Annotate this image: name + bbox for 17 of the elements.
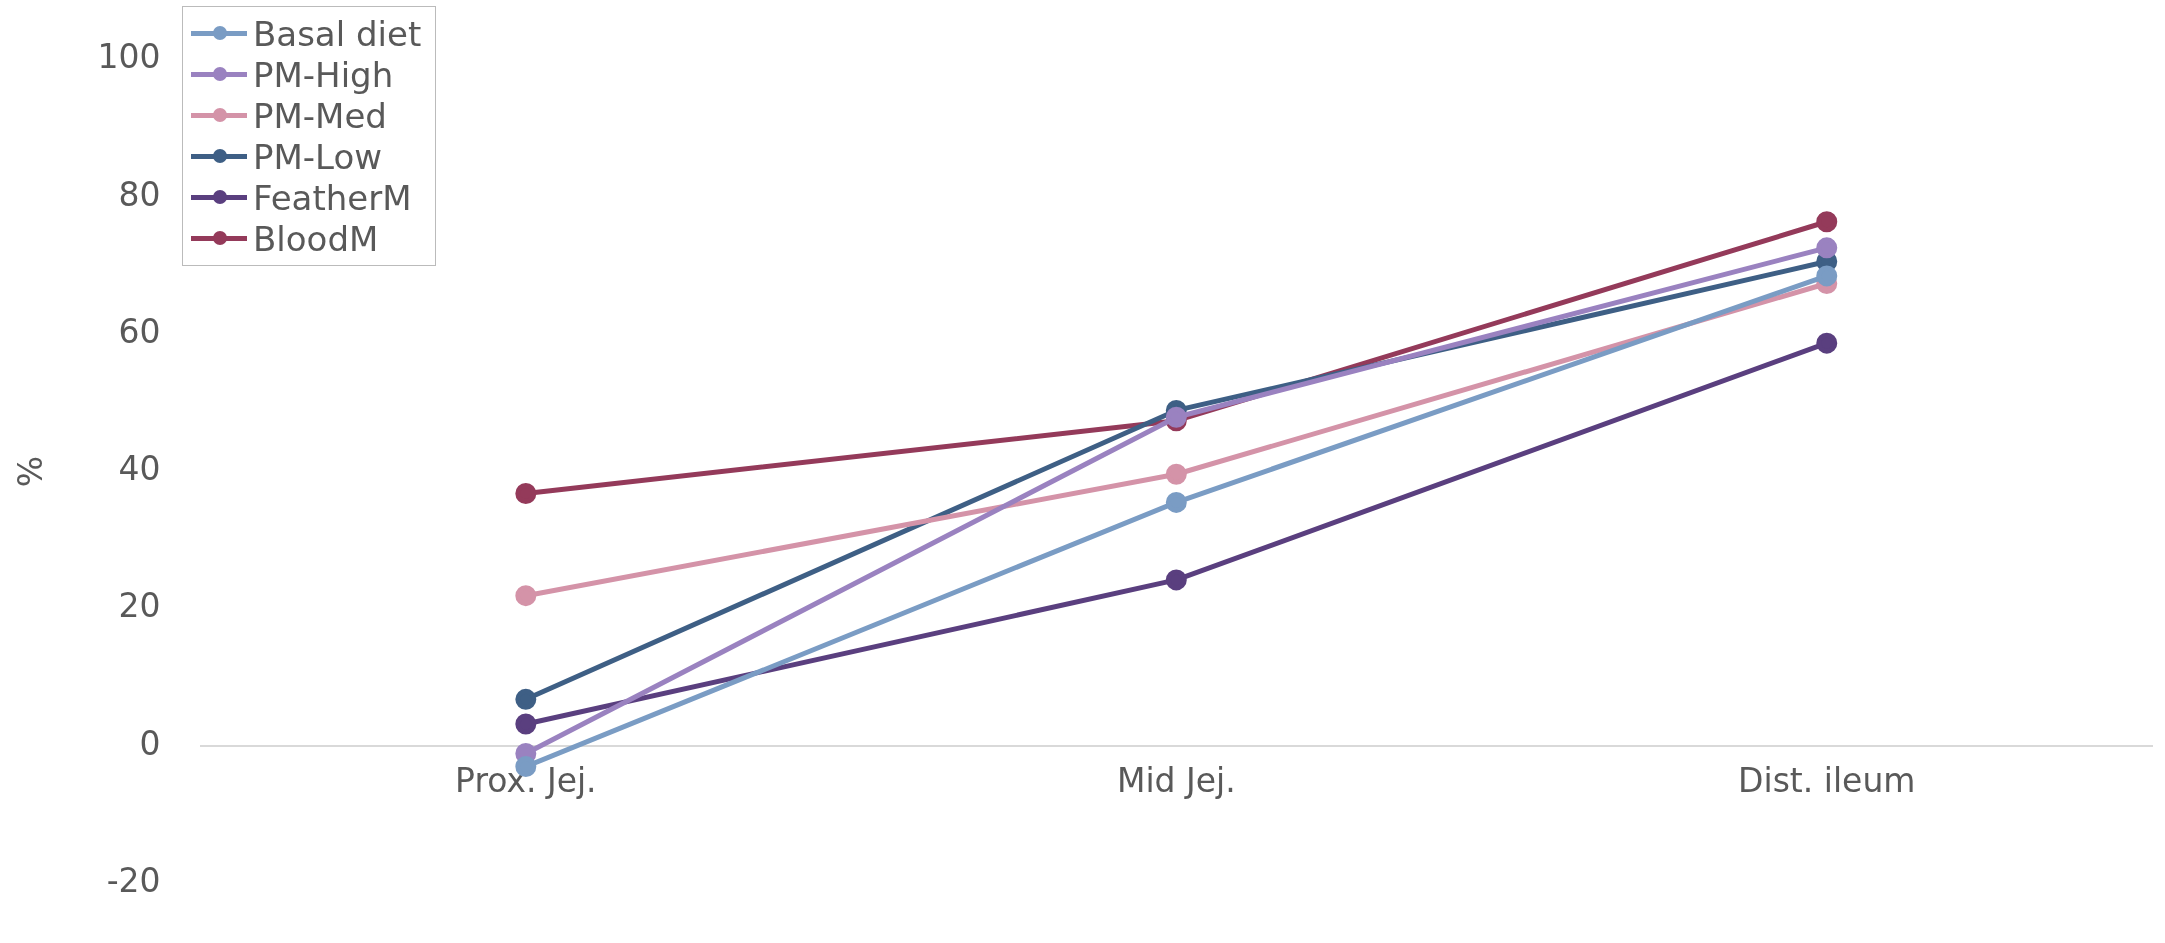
x-tick-label: Prox. Jej. <box>455 761 597 801</box>
y-tick-label: 80 <box>118 174 161 214</box>
y-tick-label: 40 <box>118 449 161 489</box>
legend-label: PM-Low <box>253 136 383 177</box>
y-tick-label: 20 <box>118 586 161 626</box>
y-tick-label: 60 <box>118 311 161 351</box>
x-tick-label: Dist. ileum <box>1738 761 1916 801</box>
legend-label: PM-High <box>253 54 394 95</box>
legend-label: Basal diet <box>253 13 422 54</box>
x-tick-label: Mid Jej. <box>1116 761 1236 801</box>
y-tick-label: 0 <box>139 723 161 763</box>
legend-label: PM-Med <box>253 95 387 136</box>
y-tick-label: 100 <box>97 37 161 77</box>
legend-label: BloodM <box>253 218 379 259</box>
y-tick-label: -20 <box>106 860 161 900</box>
y-axis-title: % <box>11 455 51 488</box>
legend-label: FeatherM <box>253 177 412 218</box>
